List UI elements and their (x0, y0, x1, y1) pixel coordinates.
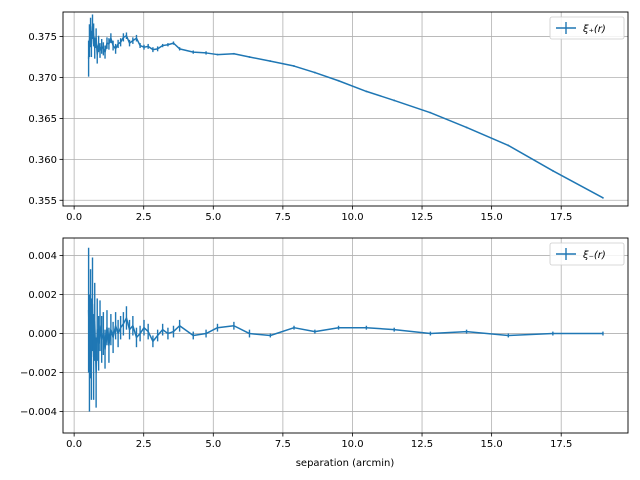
xi-plus-panel: ξ₊(r) 0.0 2.5 5.0 7.5 10.0 12.5 15.0 17.5 0.355 0.… (28, 11, 629, 223)
x-tick-label: 7.5 (275, 439, 291, 450)
x-tick-label: 15.0 (480, 212, 502, 223)
x-tick-label: 5.0 (205, 212, 221, 223)
axes-frame (62, 11, 629, 207)
y-tick-label: 0.360 (28, 155, 57, 166)
y-tick-label: 0.002 (28, 290, 57, 301)
x-tick-label: 0.0 (66, 212, 82, 223)
x-tick-label: 2.5 (136, 439, 152, 450)
legend-label: ξ₊(r) (582, 24, 606, 35)
x-tick-label: 7.5 (275, 212, 291, 223)
axes-frame (62, 237, 629, 434)
legend-box (549, 242, 625, 266)
y-tick-label: 0.004 (28, 251, 57, 262)
x-tick-label: 10.0 (341, 439, 363, 450)
x-tick-label: 10.0 (341, 212, 363, 223)
y-tick-label: 0.370 (28, 73, 57, 84)
x-tick-label: 17.5 (550, 439, 572, 450)
legend-label: ξ₋(r) (582, 250, 606, 261)
x-axis-label: separation (arcmin) (296, 458, 395, 469)
x-tick-label: 12.5 (411, 212, 433, 223)
x-tick-label: 15.0 (480, 439, 502, 450)
x-tick-label: 0.0 (66, 439, 82, 450)
series-line (87, 303, 603, 374)
y-tick-label: −0.002 (20, 368, 57, 379)
x-tick-label: 5.0 (205, 439, 221, 450)
x-tick-label: 2.5 (136, 212, 152, 223)
y-tick-label: −0.004 (20, 407, 57, 418)
y-tick-label: 0.355 (28, 196, 57, 207)
xi-minus-panel: ξ₋(r) 0.0 2.5 5.0 7.5 10.0 12.5 15.0 17.5 −0.004 −… (20, 237, 629, 450)
y-tick-label: 0.000 (28, 329, 57, 340)
legend-box (549, 16, 625, 40)
x-tick-label: 17.5 (550, 212, 572, 223)
series-line (87, 25, 604, 199)
x-tick-label: 12.5 (411, 439, 433, 450)
y-tick-label: 0.365 (28, 114, 57, 125)
y-tick-label: 0.375 (28, 32, 57, 43)
